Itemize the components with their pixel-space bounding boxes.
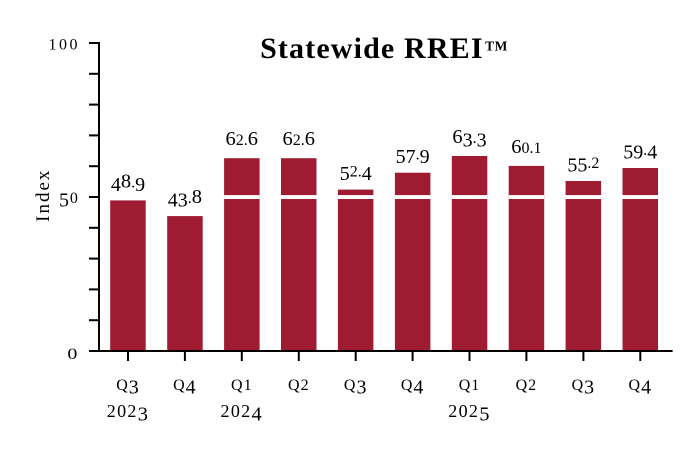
svg-text:48.9: 48.9 — [111, 170, 145, 196]
svg-text:43.8: 43.8 — [168, 186, 202, 212]
svg-text:Q1: Q1 — [459, 377, 481, 394]
svg-text:50: 50 — [59, 190, 79, 212]
svg-text:Q3: Q3 — [344, 377, 368, 399]
svg-text:55.2: 55.2 — [567, 155, 599, 177]
svg-text:59.4: 59.4 — [623, 142, 657, 164]
svg-text:0: 0 — [67, 346, 77, 363]
svg-text:Q2: Q2 — [288, 377, 310, 394]
svg-text:Q3: Q3 — [572, 377, 596, 399]
svg-text:Q4: Q4 — [401, 377, 425, 399]
svg-text:2023: 2023 — [107, 401, 150, 426]
svg-text:2025: 2025 — [448, 401, 491, 426]
svg-text:Q1: Q1 — [231, 377, 253, 394]
svg-text:57.9: 57.9 — [396, 146, 430, 168]
svg-text:62.6: 62.6 — [226, 128, 258, 150]
svg-text:Q4: Q4 — [629, 377, 653, 399]
svg-text:62.6: 62.6 — [283, 128, 316, 150]
svg-text:2024: 2024 — [221, 401, 263, 426]
svg-text:60.1: 60.1 — [511, 136, 541, 158]
svg-text:Index: Index — [33, 169, 54, 222]
svg-text:Q4: Q4 — [173, 377, 197, 399]
svg-text:100: 100 — [49, 37, 81, 54]
svg-text:Q3: Q3 — [116, 377, 140, 399]
svg-text:52.4: 52.4 — [340, 163, 372, 185]
svg-text:63.3: 63.3 — [452, 126, 486, 152]
svg-text:Q2: Q2 — [516, 377, 538, 394]
